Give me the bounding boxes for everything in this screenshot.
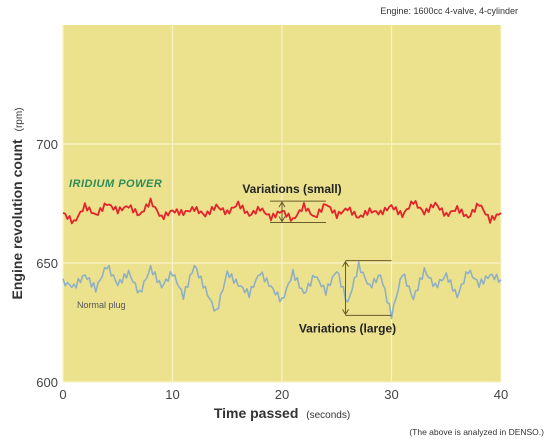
source-note: (The above is analyzed in DENSO.) bbox=[409, 427, 544, 437]
x-tick-label-0: 0 bbox=[59, 387, 66, 402]
axis-ticks: 0 10 20 30 40 600 650 700 bbox=[36, 137, 508, 402]
x-tick-label-40: 40 bbox=[494, 387, 508, 402]
y-tick-label-650: 650 bbox=[36, 256, 58, 271]
x-axis-label-main: Time passed bbox=[214, 405, 299, 421]
series-line-normal-plug bbox=[62, 261, 502, 320]
annotation-variations-large: Variations (large) bbox=[299, 260, 396, 335]
series-label-normal-plug: Normal plug bbox=[77, 300, 126, 310]
x-axis-label-unit: (seconds) bbox=[306, 410, 350, 421]
ann-small-arrow-down bbox=[278, 216, 286, 223]
y-tick-label-600: 600 bbox=[36, 375, 58, 390]
annotations: Variations (small) Variations (large) bbox=[242, 182, 396, 335]
series-label-iridium-power: IRIDIUM POWER bbox=[69, 178, 162, 190]
engine-note: Engine: 1600cc 4-valve, 4-cylinder bbox=[380, 6, 518, 16]
grid bbox=[62, 25, 502, 383]
ann-large-arrow-up bbox=[342, 260, 349, 267]
x-tick-label-30: 30 bbox=[384, 387, 398, 402]
y-axis-label-unit: (rpm) bbox=[14, 107, 25, 131]
y-axis-label-main: Engine revolution count bbox=[9, 139, 25, 300]
ann-large-arrow-down bbox=[342, 309, 349, 316]
x-tick-label-20: 20 bbox=[275, 387, 289, 402]
ann-small-arrow-up bbox=[278, 201, 286, 208]
y-tick-label-700: 700 bbox=[36, 137, 58, 152]
annotation-small-label: Variations (small) bbox=[242, 182, 341, 196]
annotation-large-label: Variations (large) bbox=[299, 321, 396, 335]
annotation-variations-small: Variations (small) bbox=[242, 182, 342, 224]
x-axis-label: Time passed (seconds) bbox=[214, 405, 350, 421]
x-tick-label-10: 10 bbox=[165, 387, 179, 402]
y-axis-label: Engine revolution count (rpm) bbox=[9, 107, 25, 299]
